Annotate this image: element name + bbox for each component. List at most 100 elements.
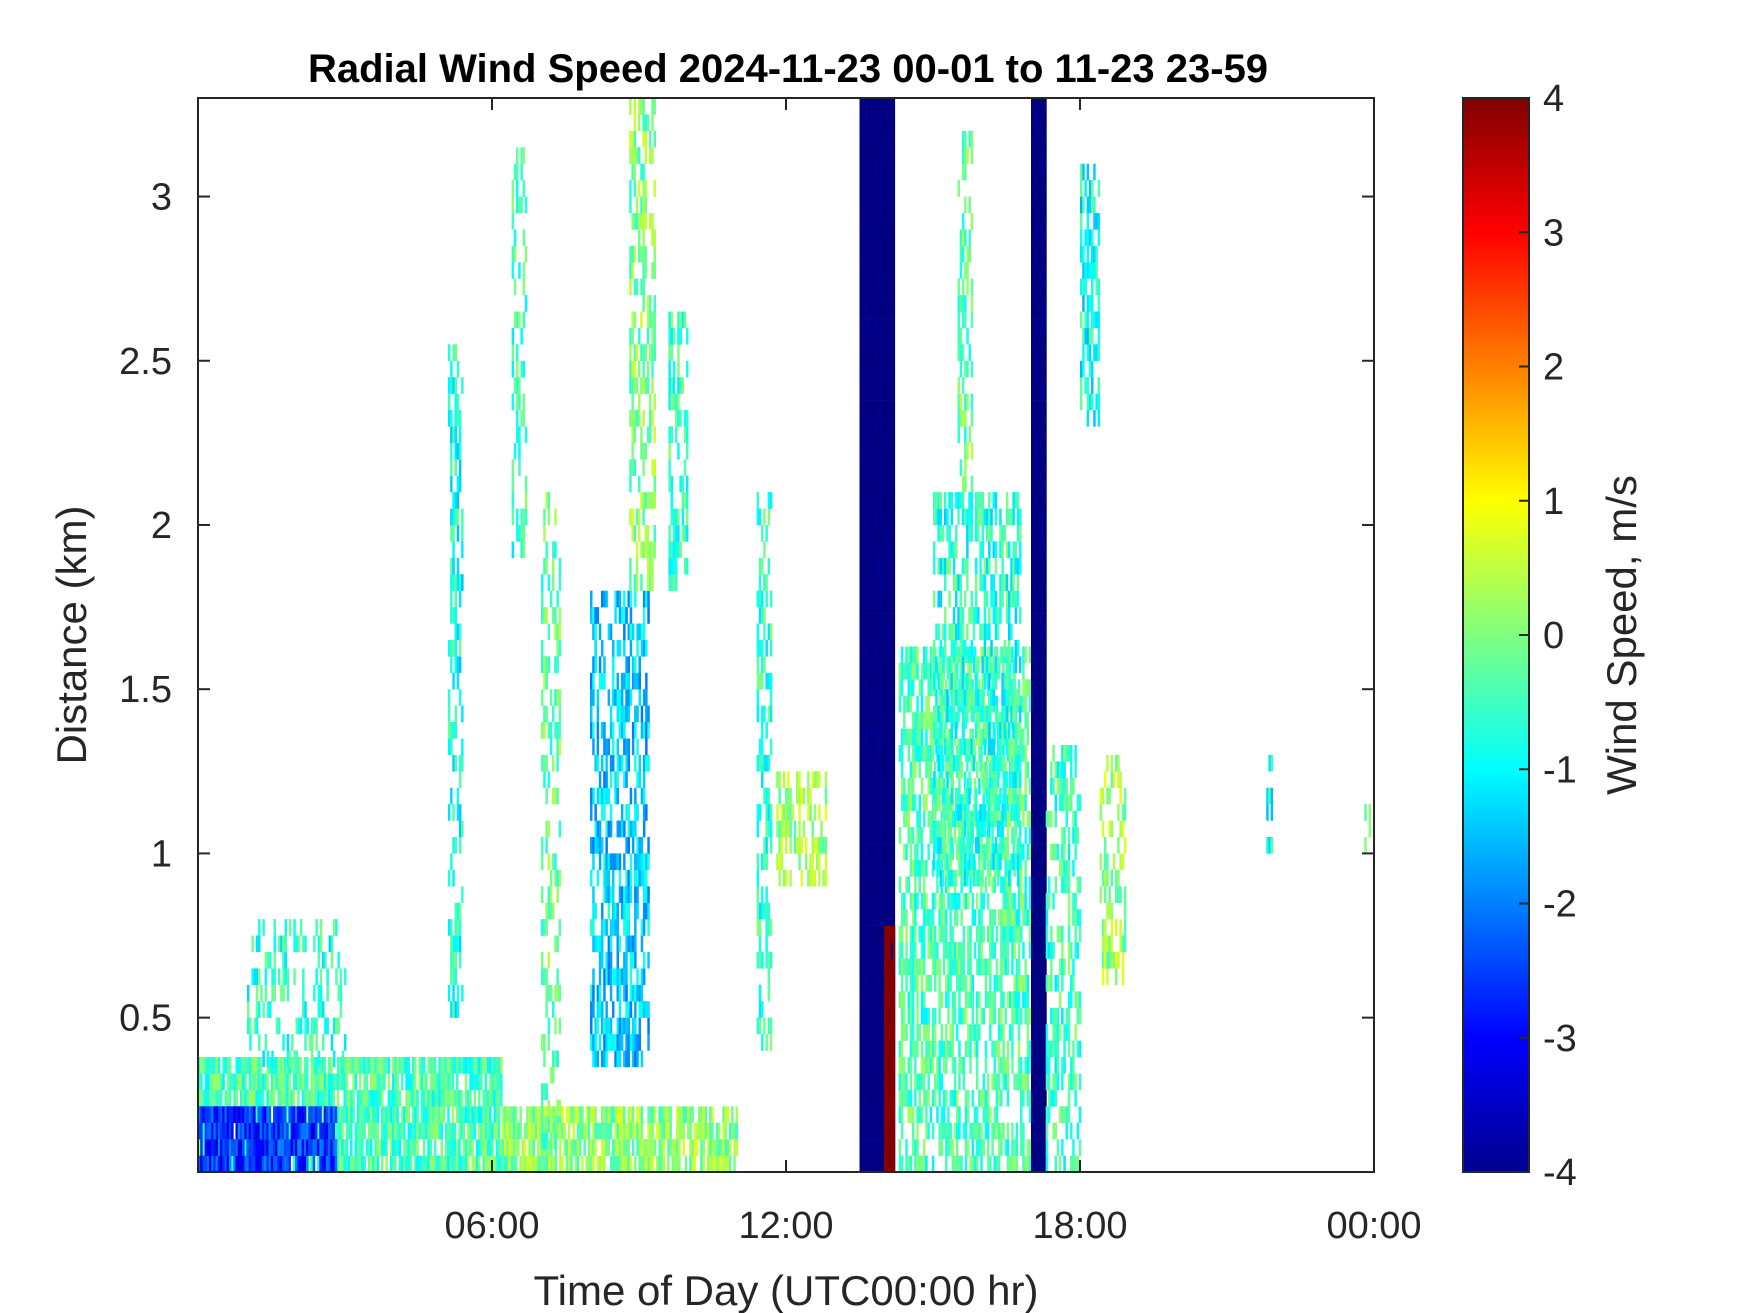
heatmap-cell [596,984,600,1002]
heatmap-cell [942,909,946,926]
heatmap-cell [870,942,873,959]
heatmap-cell [618,705,622,723]
heatmap-cell [877,1122,880,1140]
heatmap-cell [886,416,889,434]
heatmap-cell [868,400,871,417]
heatmap-cell [909,679,913,696]
heatmap-cell [881,367,884,384]
heatmap-cell [601,1155,604,1173]
heatmap-cell [978,728,981,746]
heatmap-cell [870,1155,873,1173]
heatmap-cell [962,925,966,943]
heatmap-cell [436,1089,439,1107]
heatmap-cell [640,278,643,296]
heatmap-cell [890,416,893,434]
heatmap-cell [888,597,891,614]
heatmap-cell [297,1122,300,1140]
heatmap-cell [545,1001,548,1018]
heatmap-cell [266,951,270,969]
heatmap-cell [198,1122,201,1140]
heatmap-cell [200,1106,203,1123]
heatmap-cell [870,153,873,171]
heatmap-cell [967,942,970,959]
heatmap-cell [594,935,597,953]
heatmap-cell [642,639,646,657]
heatmap-cell [500,1089,503,1107]
heatmap-cell [978,777,981,795]
heatmap-cell [638,1017,641,1035]
heatmap-cell [986,1155,990,1173]
heatmap-cell [911,1040,915,1058]
heatmap-cell [1002,958,1005,976]
heatmap-cell [883,186,887,204]
heatmap-cell [978,942,981,959]
heatmap-cell [997,974,1001,992]
heatmap-cell [905,1155,908,1173]
heatmap-cell [458,902,462,920]
heatmap-cell [938,1122,941,1140]
heatmap-cell [758,508,762,526]
heatmap-cell [888,548,891,565]
heatmap-cell [605,771,608,788]
heatmap-cell [868,416,871,434]
heatmap-cell [522,410,526,427]
heatmap-cell [881,777,884,795]
heatmap-cell [596,607,600,624]
heatmap-cell [886,219,889,237]
heatmap-cell [484,1122,488,1140]
heatmap-cell [198,1155,201,1173]
heatmap-cell [993,1122,996,1140]
heatmap-cell [456,475,460,493]
heatmap-cell [261,1155,265,1173]
heatmap-cell [634,1034,637,1051]
heatmap-cell [863,219,867,237]
heatmap-cell [874,433,878,450]
heatmap-cell [888,367,891,384]
heatmap-cell [713,1155,716,1173]
heatmap-cell [677,377,680,394]
heatmap-cell [888,712,891,729]
heatmap-cell [471,1155,474,1173]
heatmap-cell [980,958,983,976]
heatmap-cell [909,942,913,959]
heatmap-cell [877,268,880,286]
heatmap-cell [215,1073,219,1091]
heatmap-cell [590,1155,593,1173]
heatmap-cell [874,449,878,467]
heatmap-cell [859,909,862,926]
heatmap-cell [429,1106,432,1123]
heatmap-cell [877,827,880,844]
heatmap-cell [920,925,924,943]
heatmap-cell [964,892,968,910]
heatmap-cell [900,958,904,976]
heatmap-cell [767,984,771,1002]
heatmap-cell [866,498,869,516]
heatmap-cell [866,580,869,598]
heatmap-cell [668,574,671,591]
heatmap-cell [365,1139,369,1156]
heatmap-cell [545,754,548,772]
heatmap-cell [940,777,944,795]
heatmap-cell [881,1139,884,1156]
heatmap-cell [883,219,887,237]
heatmap-cell [691,1155,694,1173]
heatmap-cell [556,623,559,641]
heatmap-cell [986,892,990,910]
heatmap-cell [642,114,645,132]
heatmap-cell [872,597,876,614]
heatmap-cell [206,1073,210,1091]
heatmap-cell [870,219,873,237]
heatmap-cell [811,853,814,871]
heatmap-cell [879,268,882,286]
heatmap-cell [909,860,913,877]
heatmap-cell [815,853,819,871]
heatmap-cell [874,318,878,335]
heatmap-cell [651,557,654,575]
heatmap-cell [903,909,906,926]
heatmap-cell [942,942,946,959]
heatmap-cell [284,1057,287,1074]
heatmap-cell [877,925,880,943]
heatmap-cell [866,925,869,943]
heatmap-cell [456,804,460,821]
heatmap-cell [642,754,646,772]
